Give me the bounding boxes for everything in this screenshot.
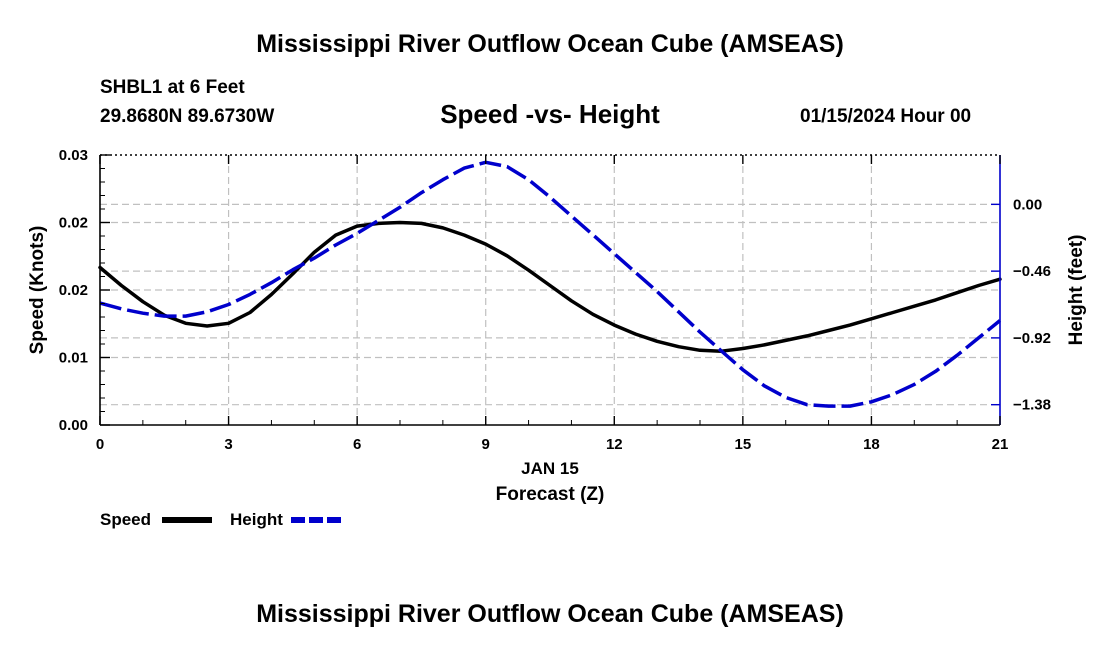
chart-title-bottom: Mississippi River Outflow Ocean Cube (AM… bbox=[256, 600, 844, 628]
station-label: SHBL1 at 6 Feet bbox=[100, 77, 245, 98]
y-right-tick-label-1: −0.46 bbox=[1013, 263, 1051, 280]
legend: Speed Height bbox=[100, 510, 343, 529]
x-tick-label-2: 6 bbox=[353, 436, 361, 453]
series-line-speed bbox=[98, 220, 1002, 353]
y-right-tick-label-0: 0.00 bbox=[1013, 196, 1042, 213]
coordinates-label: 29.8680N 89.6730W bbox=[100, 106, 275, 127]
y-right-tick-label-2: −0.92 bbox=[1013, 330, 1051, 347]
x-axis-date-label: JAN 15 bbox=[521, 459, 579, 478]
x-tick-label-7: 21 bbox=[992, 436, 1009, 453]
chart-subtitle: Speed -vs- Height bbox=[440, 99, 660, 129]
y-axis-left-label: Speed (Knots) bbox=[27, 226, 48, 355]
y-left-tick-label-1: 0.01 bbox=[59, 350, 88, 367]
y-axis-right-label: Height (feet) bbox=[1066, 235, 1087, 346]
x-tick-label-5: 15 bbox=[735, 436, 752, 453]
y-right-tick-label-3: −1.38 bbox=[1013, 397, 1051, 414]
date-label: 01/15/2024 Hour 00 bbox=[800, 106, 972, 127]
y-left-tick-label-4: 0.03 bbox=[59, 147, 88, 164]
x-tick-label-1: 3 bbox=[224, 436, 232, 453]
series-layer bbox=[98, 160, 1002, 408]
legend-speed-label: Speed bbox=[100, 510, 151, 529]
x-axis-label: Forecast (Z) bbox=[496, 484, 605, 505]
chart-title-top: Mississippi River Outflow Ocean Cube (AM… bbox=[256, 30, 844, 58]
x-tick-label-0: 0 bbox=[96, 436, 104, 453]
x-tick-label-6: 18 bbox=[863, 436, 880, 453]
x-tick-label-3: 9 bbox=[482, 436, 490, 453]
y-left-tick-label-3: 0.02 bbox=[59, 215, 88, 232]
axes-layer: 0 3 6 9 12 15 18 21 0.00 0.01 0.02 0.02 0.03 0.00 −0.4… bbox=[59, 147, 1051, 453]
series-line-height bbox=[99, 160, 1002, 408]
legend-height-label: Height bbox=[230, 510, 283, 529]
grid-layer bbox=[100, 155, 1000, 425]
x-tick-label-4: 12 bbox=[606, 436, 623, 453]
y-left-tick-label-2: 0.02 bbox=[59, 282, 88, 299]
y-left-tick-label-0: 0.00 bbox=[59, 417, 88, 434]
